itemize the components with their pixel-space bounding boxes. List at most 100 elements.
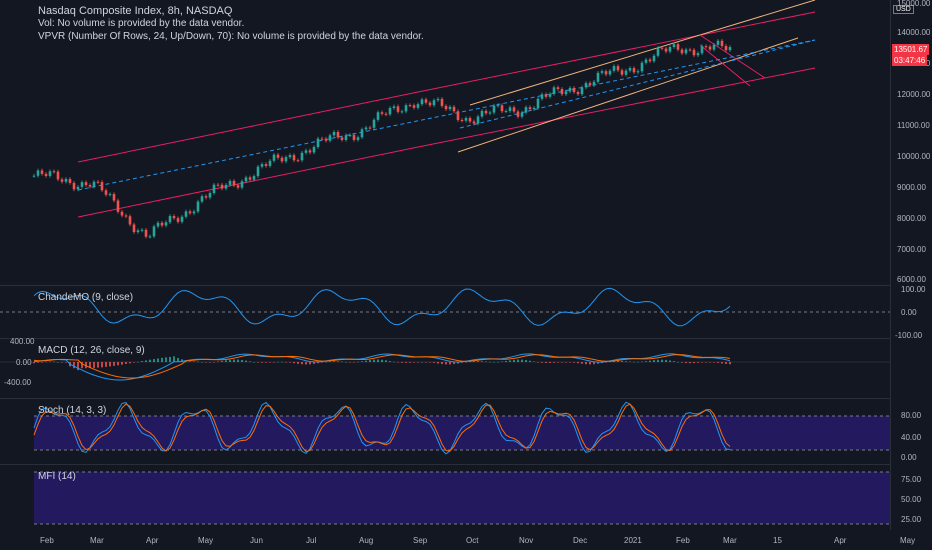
macd-hist-bar — [217, 361, 219, 363]
macd-hist-bar — [509, 360, 511, 362]
price-tick: 14000.00 — [897, 28, 931, 37]
candle-body — [48, 171, 52, 176]
candle-body — [40, 170, 44, 174]
macd-left-tick: -400.00 — [4, 378, 32, 387]
candle-body — [692, 49, 696, 56]
macd-hist-bar — [241, 359, 243, 362]
candle-body — [716, 40, 720, 45]
candle-body — [320, 138, 324, 140]
macd-hist-bar — [557, 362, 559, 363]
candle-body — [524, 107, 528, 113]
candle-body — [424, 99, 428, 103]
macd-hist-bar — [665, 359, 667, 362]
macd-hist-bar — [613, 361, 615, 362]
macd-hist-bar — [45, 361, 47, 363]
candle-body — [364, 127, 368, 130]
macd-hist-bar — [485, 361, 487, 363]
candle-body — [168, 216, 172, 223]
macd-hist-bar — [361, 361, 363, 362]
macd-hist-bar — [705, 362, 707, 363]
stoch-tick: 0.00 — [901, 453, 917, 462]
time-tick: Aug — [359, 536, 374, 545]
macd-hist-bar — [629, 361, 631, 363]
chande-label: ChandeMO (9, close) — [38, 292, 134, 303]
macd-hist-bar — [201, 361, 203, 363]
macd-hist-bar — [321, 362, 323, 363]
short-channel-lower — [699, 44, 751, 87]
candle-body — [368, 127, 372, 129]
chande-tick: 0.00 — [901, 308, 917, 317]
candle-body — [44, 173, 48, 176]
macd-hist-bar — [585, 362, 587, 365]
macd-hist-bar — [385, 360, 387, 362]
macd-hist-bar — [137, 361, 139, 363]
macd-hist-bar — [365, 360, 367, 362]
stoch-axis: 80.00 40.00 0.00 — [890, 398, 932, 464]
macd-left-tick: 0.00 — [16, 358, 32, 367]
macd-hist-bar — [121, 362, 123, 365]
candle-body — [200, 196, 204, 202]
macd-hist-bar — [233, 359, 235, 362]
macd-hist-bar — [497, 361, 499, 363]
macd-hist-bar — [357, 361, 359, 363]
time-tick: Feb — [40, 536, 54, 545]
macd-hist-bar — [461, 362, 463, 363]
macd-hist-bar — [181, 359, 183, 362]
channel-lower-line — [77, 146, 419, 218]
time-tick: May — [198, 536, 214, 545]
mfi-pane: MFI (14) — [0, 464, 890, 531]
mfi-band — [34, 472, 890, 524]
candle-body — [660, 47, 664, 49]
time-axis[interactable]: Feb Mar Apr May Jun Jul Aug Sep Oct Nov … — [0, 530, 932, 550]
candle-body — [540, 94, 544, 99]
mfi-tick: 50.00 — [901, 495, 922, 504]
time-tick: Jun — [250, 536, 263, 545]
price-axis[interactable]: USD 15000.00 14000.00 13000.00 12000.00 … — [890, 0, 932, 285]
trend-upper-line — [469, 0, 816, 106]
candle-body — [88, 185, 92, 187]
macd-hist-bar — [569, 362, 571, 363]
macd-hist-bar — [109, 362, 111, 367]
candle-body — [420, 99, 424, 105]
macd-hist-bar — [661, 359, 663, 362]
time-tick: Oct — [466, 536, 479, 545]
candle-body — [464, 118, 468, 121]
macd-hist-bar — [325, 361, 327, 363]
candle-body — [624, 70, 628, 75]
candle-body — [100, 182, 104, 191]
price-tick: 10000.00 — [897, 152, 931, 161]
candle-body — [308, 150, 312, 153]
macd-hist-bar — [525, 360, 527, 362]
macd-hist-bar — [317, 362, 319, 364]
candle-body — [280, 157, 284, 162]
macd-hist-bar — [53, 361, 55, 363]
countdown-badge: 03:47:46 — [892, 55, 928, 66]
macd-hist-bar — [441, 362, 443, 365]
macd-hist-bar — [129, 362, 131, 364]
candle-body — [136, 230, 140, 233]
macd-chart — [0, 353, 890, 381]
candle-body — [720, 40, 724, 47]
macd-hist-bar — [205, 362, 207, 363]
macd-hist-bar — [673, 361, 675, 362]
candle-body — [108, 194, 112, 196]
chande-tick: 100.00 — [901, 285, 926, 294]
candle-body — [304, 150, 308, 153]
macd-hist-bar — [277, 361, 279, 363]
candle-body — [452, 106, 456, 112]
macd-hist-bar — [445, 362, 447, 365]
candle-body — [684, 49, 688, 54]
candle-body — [252, 176, 256, 180]
macd-hist-bar — [417, 362, 419, 363]
currency-badge[interactable]: USD — [893, 5, 914, 14]
macd-hist-bar — [253, 361, 255, 363]
macd-hist-bar — [721, 362, 723, 364]
macd-hist-bar — [409, 362, 411, 363]
candle-body — [484, 110, 488, 114]
candle-body — [244, 177, 248, 182]
macd-hist-bar — [237, 359, 239, 362]
channel-upper-line-ext — [417, 11, 816, 93]
candle-body — [436, 98, 440, 101]
macd-hist-bar — [489, 361, 491, 363]
candle-body — [440, 98, 444, 106]
